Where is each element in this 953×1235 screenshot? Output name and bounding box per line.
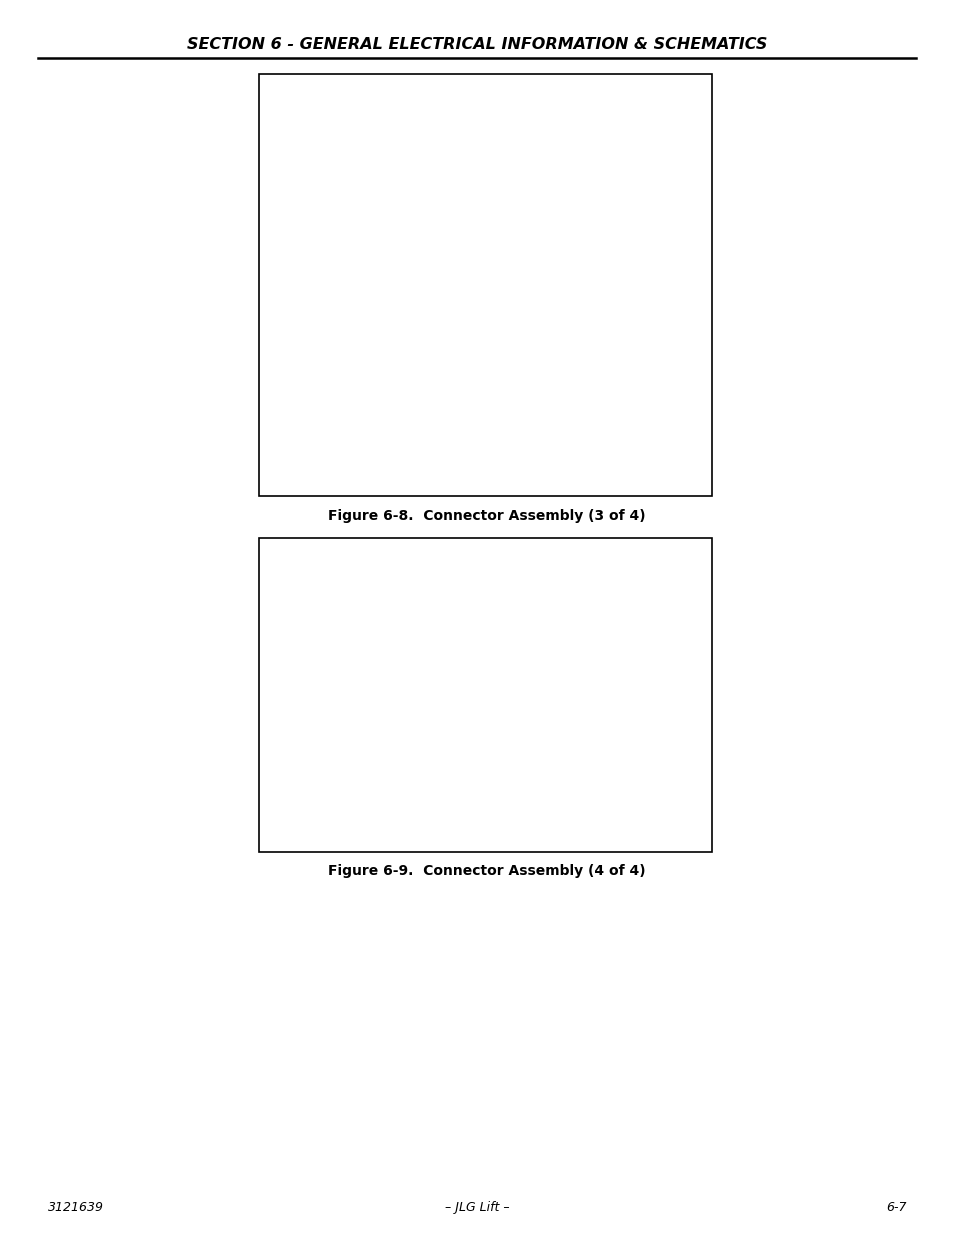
Text: Figure 6-9.  Connector Assembly (4 of 4): Figure 6-9. Connector Assembly (4 of 4) xyxy=(328,863,644,878)
Text: Figure 6-8.  Connector Assembly (3 of 4): Figure 6-8. Connector Assembly (3 of 4) xyxy=(328,509,644,524)
Text: 3121639: 3121639 xyxy=(48,1202,104,1214)
Text: 6-7: 6-7 xyxy=(885,1202,905,1214)
Bar xyxy=(259,538,711,852)
Text: SECTION 6 - GENERAL ELECTRICAL INFORMATION & SCHEMATICS: SECTION 6 - GENERAL ELECTRICAL INFORMATI… xyxy=(187,37,766,52)
Text: – JLG Lift –: – JLG Lift – xyxy=(444,1202,509,1214)
Bar xyxy=(259,74,711,496)
